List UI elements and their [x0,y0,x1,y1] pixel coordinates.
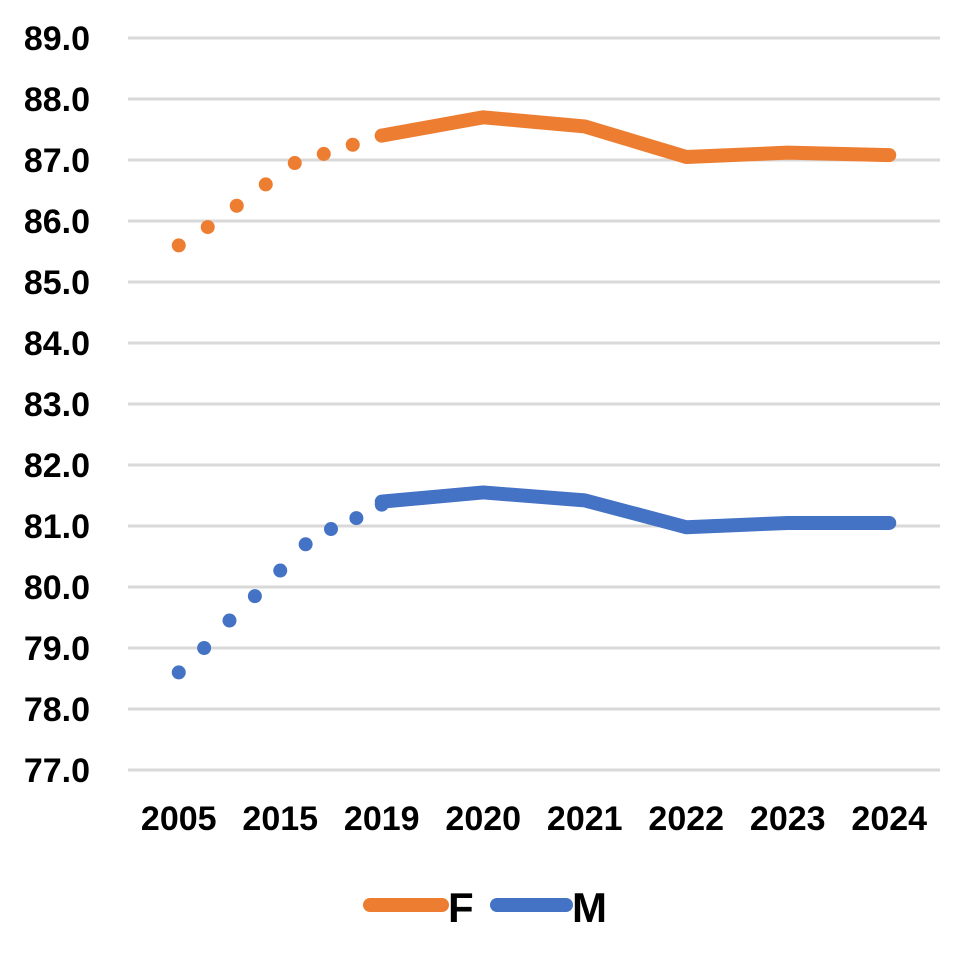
series-lines [171,110,897,680]
series-f-trend-point [345,137,360,152]
x-tick-label: 2021 [547,800,623,838]
series-f-trend-point [200,220,215,235]
series-m-trend-point [298,537,313,552]
y-tick-label: 86.0 [24,203,90,241]
series-m-trend-point [273,563,288,578]
y-tick-label: 80.0 [24,569,90,607]
y-tick-label: 78.0 [24,691,90,729]
x-tick-label: 2005 [141,800,217,838]
series-f-trend-point [229,198,244,213]
series-m [171,485,897,680]
x-tick-label: 2023 [750,800,826,838]
gridlines [128,36,940,772]
series-m-trend-point [222,613,237,628]
series-m-trend-point [349,511,364,526]
legend-label-f: F [448,884,474,931]
series-m-trend-point [324,522,338,537]
x-axis-tick-labels: 2005 2015 2019 2020 2021 2022 2023 2024 [141,800,927,838]
y-tick-label: 79.0 [24,630,90,668]
series-m-trend-point [171,665,186,680]
y-tick-label: 88.0 [24,81,90,119]
x-tick-label: 2019 [344,800,420,838]
x-tick-label: 2020 [445,800,521,838]
legend-label-m: M [572,884,607,931]
x-tick-label: 2024 [851,800,927,838]
series-f-trend-point [287,156,302,171]
y-tick-label: 82.0 [24,447,90,485]
y-tick-label: 87.0 [24,142,90,180]
y-tick-label: 81.0 [24,508,90,546]
series-m-line [374,485,897,535]
series-m-trend-point [197,641,212,655]
series-m-trend-point [247,589,262,604]
y-tick-label: 89.0 [24,20,90,58]
y-tick-label: 83.0 [24,386,90,424]
y-axis-tick-labels: 77.0 78.0 79.0 80.0 81.0 82.0 83.0 84.0 85.0 86.0… [24,20,90,790]
series-f-trend-point [171,238,186,253]
series-f-trend-point [316,146,331,161]
series-f-line [374,110,897,164]
series-f-trend-point [258,177,273,192]
legend: F M [363,884,607,931]
x-tick-label: 2015 [242,800,318,838]
y-tick-label: 84.0 [24,325,90,363]
y-tick-label: 85.0 [24,264,90,302]
series-f [171,110,897,253]
x-tick-label: 2022 [648,800,724,838]
y-tick-label: 77.0 [24,752,90,790]
